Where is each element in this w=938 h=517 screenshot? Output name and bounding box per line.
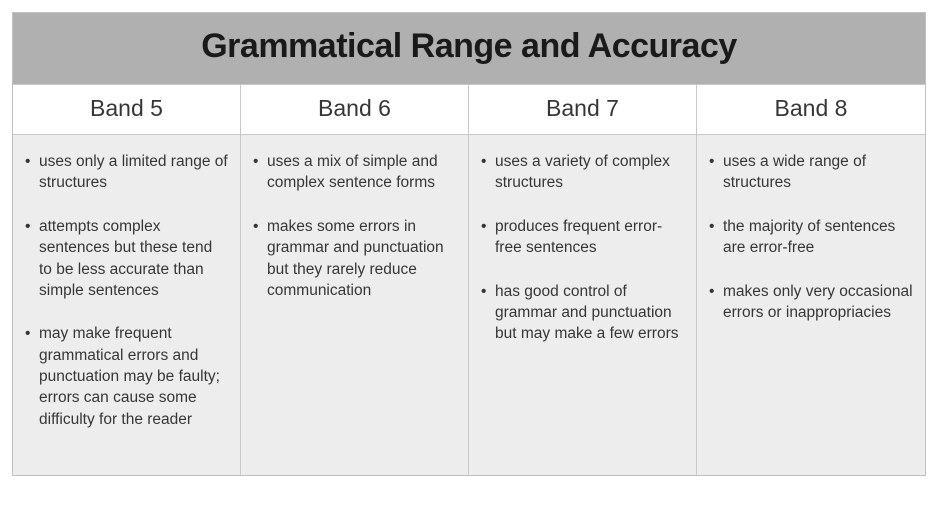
criteria-list: uses a mix of simple and complex sentenc…	[253, 151, 456, 301]
criteria-item: makes only very occasional errors or ina…	[709, 281, 913, 324]
column-body-band6: uses a mix of simple and complex sentenc…	[241, 135, 469, 475]
header-row: Band 5 Band 6 Band 7 Band 8	[13, 84, 925, 135]
column-body-band8: uses a wide range of structures the majo…	[697, 135, 925, 475]
criteria-list: uses only a limited range of structures …	[25, 151, 228, 430]
body-row: uses only a limited range of structures …	[13, 135, 925, 475]
column-header-band5: Band 5	[13, 84, 241, 135]
column-body-band5: uses only a limited range of structures …	[13, 135, 241, 475]
criteria-item: uses a mix of simple and complex sentenc…	[253, 151, 456, 194]
column-header-band7: Band 7	[469, 84, 697, 135]
criteria-item: uses only a limited range of structures	[25, 151, 228, 194]
column-header-band8: Band 8	[697, 84, 925, 135]
criteria-item: makes some errors in grammar and punctua…	[253, 216, 456, 302]
criteria-item: produces frequent error-free sentences	[481, 216, 684, 259]
criteria-item: uses a wide range of structures	[709, 151, 913, 194]
column-body-band7: uses a variety of complex structures pro…	[469, 135, 697, 475]
column-header-band6: Band 6	[241, 84, 469, 135]
criteria-item: may make frequent grammatical errors and…	[25, 323, 228, 430]
criteria-item: uses a variety of complex structures	[481, 151, 684, 194]
criteria-item: attempts complex sentences but these ten…	[25, 216, 228, 302]
title-banner: Grammatical Range and Accuracy	[13, 13, 925, 84]
rubric-table: Grammatical Range and Accuracy Band 5 Ba…	[12, 12, 926, 476]
rubric-title: Grammatical Range and Accuracy	[13, 27, 925, 66]
criteria-item: has good control of grammar and punctuat…	[481, 281, 684, 345]
criteria-item: the majority of sentences are error-free	[709, 216, 913, 259]
criteria-list: uses a variety of complex structures pro…	[481, 151, 684, 345]
criteria-list: uses a wide range of structures the majo…	[709, 151, 913, 323]
